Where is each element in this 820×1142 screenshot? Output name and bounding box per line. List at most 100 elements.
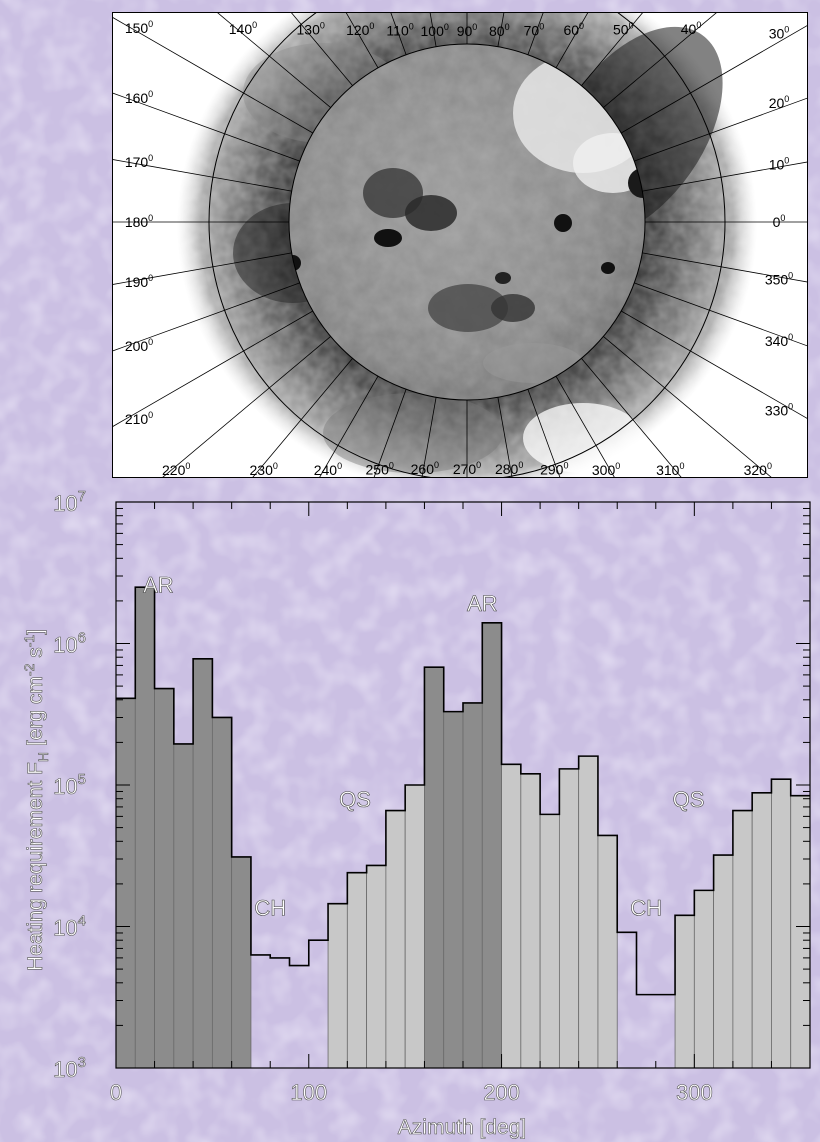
azimuth-spoke (581, 13, 643, 86)
azimuth-label: 3000 (592, 461, 620, 478)
region-labels: AR AR CH CH QS QS (143, 572, 705, 921)
histogram-bar (192, 658, 213, 1069)
histogram-bar (231, 856, 252, 1069)
azimuth-spoke (603, 336, 772, 477)
histogram-bar (674, 914, 695, 1069)
azimuth-label: 1200 (346, 21, 374, 38)
azimuth-spoke (291, 13, 353, 86)
azimuth-label: 3200 (744, 461, 772, 478)
histogram-bar (134, 586, 155, 1069)
azimuth-spoke (113, 92, 300, 162)
azimuth-label: 2000 (125, 337, 153, 354)
azimuth-spoke (113, 17, 314, 134)
azimuth-label: 1500 (125, 19, 153, 36)
azimuth-label: 200 (769, 94, 790, 111)
x-tick-label: 300 (676, 1080, 713, 1105)
region-label: QS (673, 787, 705, 812)
region-label: QS (339, 787, 371, 812)
histogram-bar (520, 773, 541, 1069)
azimuth-label: 800 (489, 22, 510, 39)
histogram-bar (751, 792, 772, 1069)
histogram-bar (115, 697, 136, 1069)
histogram-bar (211, 717, 233, 1069)
azimuth-label: 1800 (125, 213, 153, 230)
euv-sun-image-panel: 00 100 200 300 400 500 600 700 800 900 1000 1100 120… (112, 12, 808, 478)
azimuth-spoke (113, 310, 314, 427)
azimuth-spoke (217, 13, 331, 108)
azimuth-spoke (603, 13, 717, 108)
azimuth-label: 1700 (125, 153, 153, 170)
histogram-bar (346, 872, 368, 1069)
histogram-bar (578, 755, 599, 1069)
x-axis-title: Azimuth [deg] (398, 1116, 526, 1139)
azimuth-label: 2500 (366, 460, 394, 477)
region-label: AR (143, 572, 174, 597)
azimuth-label: 2900 (540, 460, 568, 477)
y-axis-title: Heating requirement FH [erg cm-2 s-1] (21, 629, 51, 971)
histogram-bar (481, 622, 502, 1069)
y-tick-label: 106 (53, 630, 86, 658)
histogram-bar (713, 854, 734, 1069)
azimuth-spoke (113, 159, 292, 192)
azimuth-label: 1300 (297, 21, 325, 38)
azimuth-spoke (252, 358, 353, 477)
azimuth-spoke (634, 97, 807, 162)
azimuth-label: 2100 (125, 410, 153, 427)
histogram-bar (771, 778, 792, 1069)
azimuth-label: 100 (769, 156, 790, 173)
histogram-bar (501, 763, 522, 1069)
azimuth-label: 2200 (162, 461, 190, 478)
azimuth-spoke (642, 161, 807, 192)
azimuth-label: 500 (613, 21, 634, 38)
histogram-bar (558, 768, 580, 1069)
region-label: CH (630, 895, 662, 920)
azimuth-label: 700 (524, 22, 545, 39)
region-label: AR (467, 591, 498, 616)
azimuth-label: 300 (769, 24, 790, 41)
azimuth-label: 3100 (656, 461, 684, 478)
azimuth-spoke (642, 252, 807, 283)
azimuth-label: 1100 (386, 22, 413, 39)
azimuth-spoke (620, 310, 807, 419)
y-tick-labels: 103 104 105 106 107 (53, 488, 86, 1083)
azimuth-spoke (373, 389, 407, 477)
histogram-bars (115, 586, 811, 1069)
azimuth-label: 3400 (765, 332, 793, 349)
azimuth-label: 2300 (250, 461, 278, 478)
histogram-bar (173, 743, 194, 1069)
azimuth-label: 00 (773, 213, 786, 230)
histogram-step-outline (116, 586, 810, 996)
y-tick-label: 103 (53, 1054, 86, 1082)
azimuth-label: 2800 (495, 460, 523, 477)
histogram-bar (597, 835, 618, 1069)
region-label: CH (254, 895, 286, 920)
azimuth-spoke (581, 358, 682, 477)
azimuth-spoke (113, 282, 300, 352)
azimuth-label: 1600 (125, 89, 153, 106)
azimuth-label: 1400 (229, 20, 257, 37)
azimuth-spoke (527, 389, 561, 477)
axis-ticks (115, 501, 811, 1069)
histogram-bar (790, 795, 811, 1069)
azimuth-label: 1000 (421, 22, 449, 39)
azimuth-spoke (634, 282, 807, 347)
azimuth-spoke (319, 375, 379, 477)
histogram-bar (462, 702, 483, 1069)
x-tick-label: 200 (483, 1080, 520, 1105)
azimuth-spokes (113, 13, 807, 477)
histogram-bar (366, 865, 387, 1069)
histogram-bar (424, 666, 445, 1069)
azimuth-label: 2700 (453, 460, 481, 477)
azimuth-label: 3300 (765, 402, 793, 419)
azimuth-label: 2600 (411, 460, 439, 477)
histogram-bar (154, 688, 175, 1069)
y-tick-label: 105 (53, 771, 86, 799)
y-tick-label: 107 (53, 488, 86, 516)
azimuth-labels: 00 100 200 300 400 500 600 700 800 900 1000 1100 120… (125, 19, 793, 478)
azimuth-label: 400 (681, 20, 702, 37)
histogram-bar (732, 810, 753, 1069)
azimuth-label: 3500 (765, 270, 793, 287)
x-tick-labels: 0 100 200 300 (110, 1080, 713, 1106)
azimuth-spoke (113, 252, 292, 285)
